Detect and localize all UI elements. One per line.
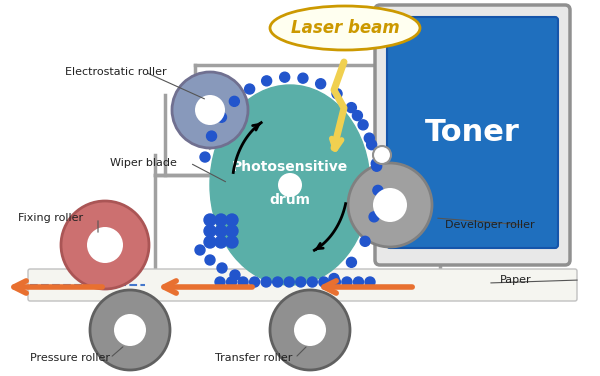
Circle shape bbox=[195, 95, 225, 125]
Circle shape bbox=[229, 96, 239, 106]
FancyBboxPatch shape bbox=[28, 269, 577, 301]
Circle shape bbox=[217, 263, 227, 273]
Text: Wiper blade: Wiper blade bbox=[110, 158, 177, 168]
Circle shape bbox=[227, 277, 236, 287]
Circle shape bbox=[226, 236, 238, 248]
Circle shape bbox=[245, 84, 254, 94]
Circle shape bbox=[373, 188, 407, 222]
Circle shape bbox=[215, 277, 225, 287]
Circle shape bbox=[90, 290, 170, 370]
Circle shape bbox=[205, 255, 215, 265]
Text: Toner: Toner bbox=[425, 118, 520, 147]
Circle shape bbox=[278, 173, 302, 197]
Text: Fixing roller: Fixing roller bbox=[18, 213, 83, 223]
Circle shape bbox=[331, 277, 340, 287]
Text: Pressure roller: Pressure roller bbox=[30, 353, 110, 363]
Circle shape bbox=[215, 225, 227, 237]
Circle shape bbox=[238, 277, 248, 287]
Circle shape bbox=[226, 225, 238, 237]
Circle shape bbox=[319, 277, 329, 287]
Ellipse shape bbox=[210, 85, 370, 285]
Circle shape bbox=[206, 131, 217, 141]
Circle shape bbox=[373, 146, 391, 164]
Text: Paper: Paper bbox=[500, 275, 532, 285]
Circle shape bbox=[316, 79, 326, 89]
Circle shape bbox=[215, 214, 227, 226]
Circle shape bbox=[204, 214, 216, 226]
Circle shape bbox=[217, 112, 226, 122]
Circle shape bbox=[215, 236, 227, 248]
Circle shape bbox=[284, 277, 294, 287]
Circle shape bbox=[348, 163, 432, 247]
Circle shape bbox=[270, 290, 350, 370]
Circle shape bbox=[352, 111, 362, 121]
Circle shape bbox=[294, 314, 326, 346]
Text: Transfer roller: Transfer roller bbox=[215, 353, 292, 363]
Ellipse shape bbox=[270, 6, 420, 50]
Circle shape bbox=[353, 277, 364, 287]
Circle shape bbox=[195, 245, 205, 255]
Circle shape bbox=[296, 277, 306, 287]
Circle shape bbox=[204, 225, 216, 237]
Circle shape bbox=[87, 227, 123, 263]
FancyBboxPatch shape bbox=[387, 17, 558, 248]
Circle shape bbox=[371, 161, 382, 171]
Circle shape bbox=[346, 257, 356, 267]
Circle shape bbox=[373, 185, 383, 196]
Text: Developer roller: Developer roller bbox=[445, 220, 535, 230]
Circle shape bbox=[261, 277, 271, 287]
Circle shape bbox=[371, 159, 381, 168]
Circle shape bbox=[61, 201, 149, 289]
Circle shape bbox=[307, 277, 317, 287]
Circle shape bbox=[226, 214, 238, 226]
Circle shape bbox=[250, 277, 260, 287]
Circle shape bbox=[364, 133, 374, 143]
Circle shape bbox=[200, 152, 210, 162]
Circle shape bbox=[172, 72, 248, 148]
Circle shape bbox=[365, 277, 375, 287]
Circle shape bbox=[204, 236, 216, 248]
FancyBboxPatch shape bbox=[375, 5, 570, 265]
Circle shape bbox=[272, 277, 283, 287]
Text: Laser beam: Laser beam bbox=[290, 19, 400, 37]
Circle shape bbox=[298, 73, 308, 83]
Circle shape bbox=[114, 314, 146, 346]
Circle shape bbox=[360, 236, 370, 246]
Circle shape bbox=[332, 89, 342, 99]
Circle shape bbox=[329, 273, 339, 284]
Circle shape bbox=[262, 76, 272, 86]
Circle shape bbox=[346, 103, 356, 113]
Text: drum: drum bbox=[269, 193, 311, 207]
Circle shape bbox=[369, 212, 379, 222]
Circle shape bbox=[342, 277, 352, 287]
Circle shape bbox=[358, 120, 368, 130]
Circle shape bbox=[367, 139, 377, 150]
Circle shape bbox=[230, 270, 240, 280]
Circle shape bbox=[280, 72, 290, 82]
Text: Electrostatic roller: Electrostatic roller bbox=[65, 67, 167, 77]
Text: Photosensitive: Photosensitive bbox=[232, 160, 348, 174]
